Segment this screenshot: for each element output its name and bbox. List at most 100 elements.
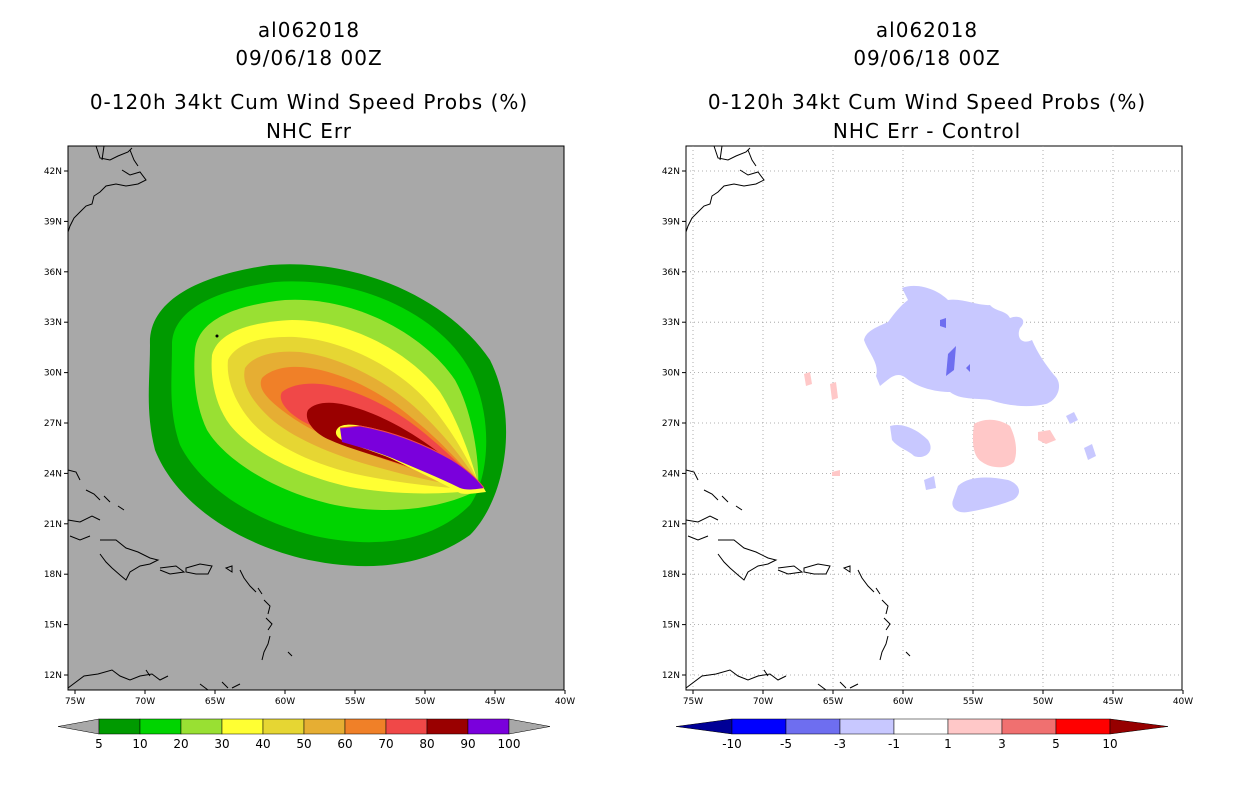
lon-label: 65W — [205, 697, 225, 707]
patch-neg-south — [952, 477, 1020, 513]
colorbar-label: 80 — [419, 737, 434, 751]
lon-label: 50W — [1033, 697, 1053, 707]
lon-label: 45W — [485, 697, 505, 707]
lat-label: 30N — [662, 369, 680, 379]
coastline-us — [67, 145, 147, 233]
contour-90-outline — [339, 425, 485, 489]
lat-label: 15N — [44, 621, 62, 631]
colorbar-bin — [947, 718, 1003, 735]
lat-axis: 42N 39N 36N 33N 30N 27N 24N 21N 18N 15N 12N — [662, 167, 686, 681]
colorbar-end-right — [1109, 718, 1169, 735]
small-dot — [215, 334, 219, 338]
lat-label: 36N — [44, 268, 62, 278]
colorbar-bin — [785, 718, 841, 735]
colorbar-bin — [893, 718, 949, 735]
colorbar-bin — [1055, 718, 1111, 735]
lat-label: 21N — [44, 520, 62, 530]
patch-pos-center — [972, 419, 1017, 468]
lon-label: 40W — [1173, 697, 1193, 707]
colorbar-label: 40 — [255, 737, 270, 751]
lat-label: 39N — [44, 217, 62, 227]
colorbar-label: 5 — [95, 737, 103, 751]
colorbar-label: 50 — [296, 737, 311, 751]
colorbar-label: 90 — [460, 737, 475, 751]
coastline-south-america — [67, 669, 241, 691]
patch-neg-north — [864, 285, 1060, 407]
patch-pos-west1 — [804, 372, 812, 386]
lat-label: 42N — [662, 167, 680, 177]
colorbar-label: 5 — [1052, 737, 1060, 751]
lon-label: 40W — [555, 697, 575, 707]
lon-axis: 75W 70W 65W 60W 55W 50W 45W 40W — [683, 690, 1193, 707]
colorbar-label: -10 — [722, 737, 742, 751]
patch-neg-dark3 — [966, 364, 970, 372]
colorbar-bin — [731, 718, 787, 735]
lat-label: 33N — [44, 318, 62, 328]
lon-label: 55W — [345, 697, 365, 707]
colorbar-bin — [221, 718, 264, 735]
map-background — [685, 145, 1183, 691]
probability-contours — [148, 264, 507, 567]
probability-map: 42N 39N 36N 33N 30N 27N 24N 21N 18N 15N 12N 75W 70W… — [44, 145, 575, 751]
lon-label: 70W — [135, 697, 155, 707]
colorbar-end-left — [57, 718, 100, 735]
right-panel: al062018 09/06/18 00Z 0-120h 34kt Cum Wi… — [618, 0, 1236, 800]
lon-axis: 75W 70W 65W 60W 55W 50W 45W 40W — [65, 690, 575, 707]
colorbar-label: -5 — [780, 737, 792, 751]
patch-neg-mid — [890, 424, 931, 458]
patch-pos-east — [1038, 430, 1056, 444]
colorbar: -10 -5 -3 -1 1 3 5 10 — [675, 718, 1169, 751]
colorbar-label: 1 — [944, 737, 952, 751]
lon-label: 45W — [1103, 697, 1123, 707]
colorbar-label: 20 — [173, 737, 188, 751]
lat-label: 33N — [662, 318, 680, 328]
coastline-caribbean — [67, 469, 233, 581]
datetime: 09/06/18 00Z — [853, 46, 1001, 70]
coastline-us — [685, 145, 765, 233]
lat-label: 27N — [662, 419, 680, 429]
subtitle: NHC Err - Control — [832, 119, 1022, 143]
lon-label: 75W — [65, 697, 85, 707]
lat-label: 18N — [662, 570, 680, 580]
colorbar-bin — [139, 718, 182, 735]
colorbar-bin — [426, 718, 469, 735]
colorbar-label: 70 — [378, 737, 393, 751]
datetime: 09/06/18 00Z — [235, 46, 383, 70]
lat-label: 12N — [662, 671, 680, 681]
lat-label: 24N — [44, 469, 62, 479]
colorbar-label: -1 — [888, 737, 900, 751]
subtitle: NHC Err — [265, 119, 353, 143]
colorbar: 5 10 20 30 40 50 60 70 80 90 100 — [57, 718, 551, 751]
lat-label: 27N — [44, 419, 62, 429]
coastline-south-america — [685, 669, 859, 691]
patch-neg-dark1 — [940, 318, 946, 328]
colorbar-label: 100 — [498, 737, 521, 751]
lon-label: 50W — [415, 697, 435, 707]
colorbar-bin — [467, 718, 510, 735]
colorbar-bin — [344, 718, 387, 735]
colorbar-bin — [839, 718, 895, 735]
left-panel: al062018 09/06/18 00Z 0-120h 34kt Cum Wi… — [44, 18, 575, 751]
lon-label: 75W — [683, 697, 703, 707]
difference-patches — [804, 285, 1096, 513]
contour-100 — [340, 426, 484, 490]
lat-label: 15N — [662, 621, 680, 631]
colorbar-end-right — [508, 718, 551, 735]
coastlines — [67, 145, 293, 691]
colorbar-bin — [180, 718, 223, 735]
coastline-lesser-antilles — [857, 569, 911, 661]
colorbar-bin — [98, 718, 141, 735]
lat-label: 36N — [662, 268, 680, 278]
coastline-lesser-antilles — [239, 569, 293, 661]
difference-map: 42N 39N 36N 33N 30N 27N 24N 21N 18N 15N 12N 75W 70W… — [662, 145, 1193, 751]
patch-neg-e — [1066, 412, 1078, 424]
lat-label: 39N — [662, 217, 680, 227]
colorbar-label: 3 — [998, 737, 1006, 751]
lat-label: 42N — [44, 167, 62, 177]
product-title: 0-120h 34kt Cum Wind Speed Probs (%) — [707, 90, 1147, 114]
colorbar-label: 10 — [1102, 737, 1117, 751]
lon-label: 55W — [963, 697, 983, 707]
patch-neg-e2 — [1084, 444, 1096, 460]
storm-id: al062018 — [257, 18, 361, 42]
lat-axis: 42N 39N 36N 33N 30N 27N 24N 21N 18N 15N 12N — [44, 167, 68, 681]
